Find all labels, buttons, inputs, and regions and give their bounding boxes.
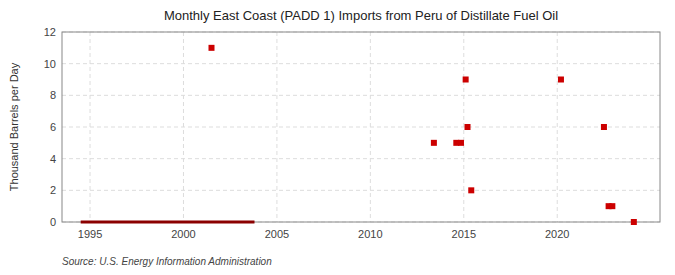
chart: Monthly East Coast (PADD 1) Imports from… bbox=[0, 0, 675, 275]
point bbox=[631, 219, 637, 225]
point bbox=[458, 140, 464, 146]
point bbox=[463, 77, 469, 83]
point bbox=[209, 45, 215, 51]
plot-frame bbox=[62, 32, 660, 222]
tick-label: 10 bbox=[44, 58, 56, 70]
grid-line bbox=[557, 32, 558, 222]
tick-label: 2020 bbox=[545, 228, 569, 240]
tick-label: 2 bbox=[50, 184, 56, 196]
line bbox=[81, 221, 255, 224]
tick-label: 2005 bbox=[265, 228, 289, 240]
title: Monthly East Coast (PADD 1) Imports from… bbox=[164, 8, 558, 23]
point bbox=[431, 140, 437, 146]
tick-label: 0 bbox=[50, 216, 56, 228]
grid-line bbox=[62, 127, 660, 128]
tick-label: 12 bbox=[44, 26, 56, 38]
point bbox=[601, 124, 607, 130]
grid-line bbox=[62, 190, 660, 191]
grid-line bbox=[463, 32, 464, 222]
axis-label: Thousand Barrels per Day bbox=[8, 62, 20, 191]
tick-label: 2010 bbox=[358, 228, 382, 240]
point bbox=[609, 203, 615, 209]
grid bbox=[62, 32, 660, 222]
grid-line bbox=[90, 32, 91, 222]
point bbox=[558, 77, 564, 83]
tick-label: 2000 bbox=[171, 228, 195, 240]
tick-label: 2015 bbox=[452, 228, 476, 240]
grid-line bbox=[183, 32, 184, 222]
tick-label: 6 bbox=[50, 121, 56, 133]
tick-label: 4 bbox=[50, 153, 56, 165]
source: Source: U.S. Energy Information Administ… bbox=[62, 256, 272, 267]
grid-line bbox=[370, 32, 371, 222]
grid-line bbox=[276, 32, 277, 222]
tick-label: 1995 bbox=[78, 228, 102, 240]
point bbox=[468, 187, 474, 193]
plot-area bbox=[81, 45, 637, 225]
grid-line bbox=[62, 158, 660, 159]
grid-line bbox=[62, 63, 660, 64]
point bbox=[465, 124, 471, 130]
tick-label: 8 bbox=[50, 89, 56, 101]
grid-line bbox=[62, 95, 660, 96]
